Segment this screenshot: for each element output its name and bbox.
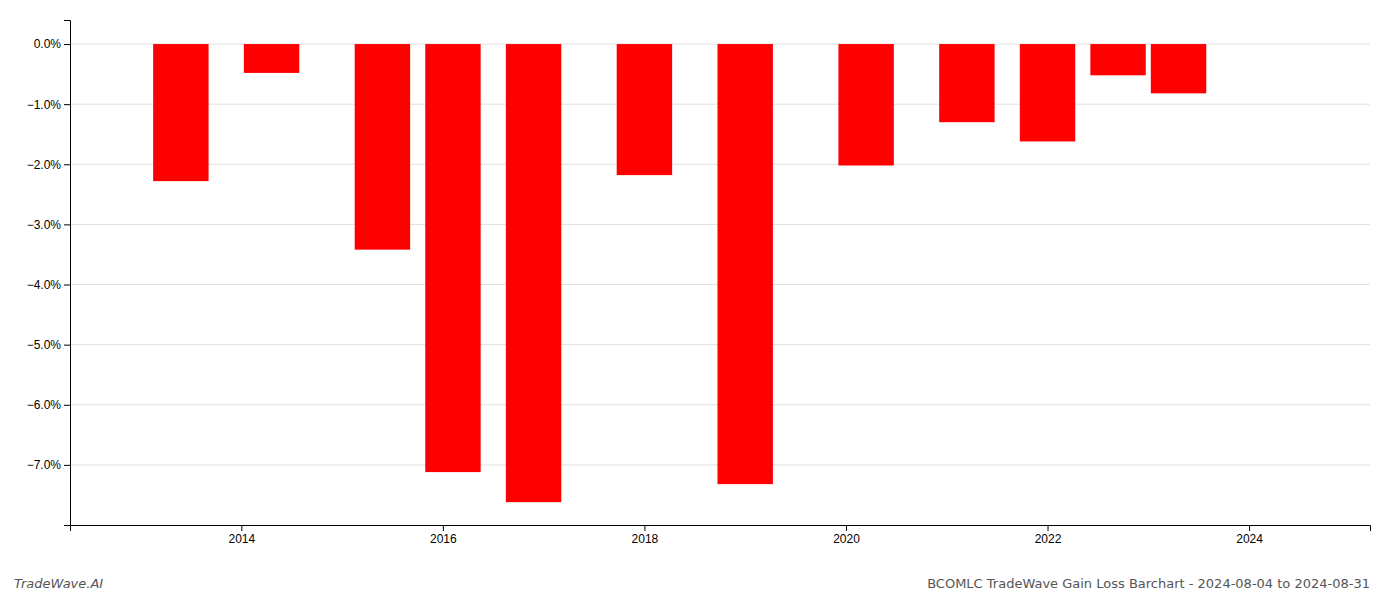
y-tick: −5.0% [27,338,70,352]
bar [1020,44,1075,141]
x-tick: 2020 [833,525,860,546]
bar [244,44,299,73]
bar [717,44,772,484]
bar [1090,44,1145,75]
y-axis-line [64,21,71,526]
x-tick-mark [1048,525,1049,531]
x-tick-label: 2024 [1236,532,1263,546]
x-tick-label: 2022 [1035,532,1062,546]
x-tick-label: 2018 [632,532,659,546]
x-tick-label: 2016 [430,532,457,546]
x-tick: 2014 [228,525,255,546]
y-tick: −4.0% [27,278,70,292]
y-tick: 0.0% [34,37,70,51]
bar [1151,44,1206,93]
bar [838,44,893,165]
bar [617,44,672,175]
y-tick-label: −3.0% [27,218,62,232]
y-tick: −7.0% [27,458,70,472]
y-tick-mark [64,164,70,165]
x-tick-mark [443,525,444,531]
y-tick: −3.0% [27,218,70,232]
y-tick-mark [64,405,70,406]
y-tick-mark [64,345,70,346]
bar [506,44,561,502]
x-tick: 2016 [430,525,457,546]
bar [153,44,208,181]
bar [355,44,410,250]
x-axis-line [71,526,1371,532]
y-tick: −2.0% [27,158,70,172]
y-tick: −6.0% [27,398,70,412]
y-tick-label: 0.0% [34,37,62,51]
plot: 0.0% −1.0% −2.0% −3.0% −4.0% −5.0% −6.0% −7.0% 2… [27,21,1371,546]
x-tick-mark [241,525,242,531]
y-tick: −1.0% [27,98,70,112]
y-tick-mark [64,104,70,105]
y-tick-mark [64,285,70,286]
y-tick-mark [64,44,70,45]
x-axis: 2014 2016 2018 2020 2022 2024 [71,525,1371,546]
y-tick-label: −2.0% [27,158,62,172]
y-tick-label: −5.0% [27,338,62,352]
bars [153,44,1206,502]
y-tick-mark [64,224,70,225]
y-tick-label: −6.0% [27,398,62,412]
chart: 0.0% −1.0% −2.0% −3.0% −4.0% −5.0% −6.0% −7.0% 2… [0,0,1400,600]
title: BCOMLC TradeWave Gain Loss Barchart - 20… [927,576,1370,591]
x-tick-mark [846,525,847,531]
bar [939,44,994,122]
x-tick-mark [644,525,645,531]
x-tick-mark [1249,525,1250,531]
x-tick-label: 2014 [228,532,255,546]
y-tick-label: −7.0% [27,458,62,472]
watermark: TradeWave.AI [14,576,103,591]
y-tick-mark [64,465,70,466]
y-tick-label: −1.0% [27,98,62,112]
x-tick: 2024 [1236,525,1263,546]
x-tick: 2018 [632,525,659,546]
x-tick-label: 2020 [833,532,860,546]
bar [425,44,480,472]
x-tick: 2022 [1035,525,1062,546]
y-tick-label: −4.0% [27,278,62,292]
y-axis: 0.0% −1.0% −2.0% −3.0% −4.0% −5.0% −6.0% −7.0% [27,21,71,526]
